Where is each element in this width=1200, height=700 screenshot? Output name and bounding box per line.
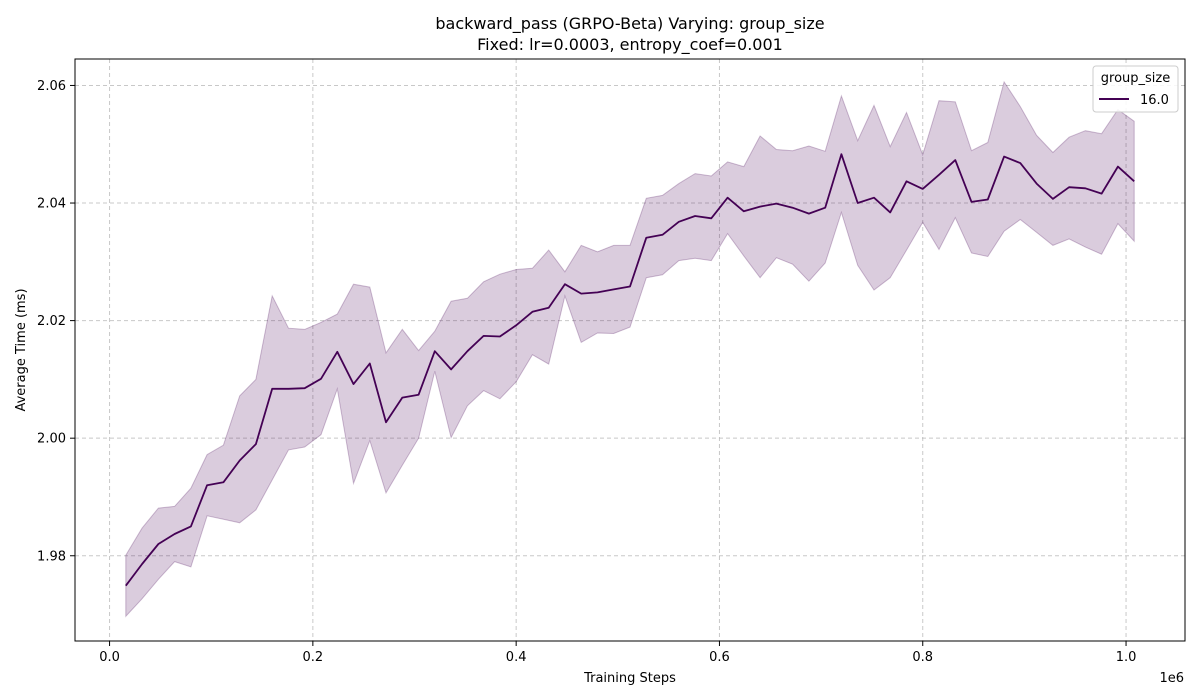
plot-area <box>75 59 1185 641</box>
confidence-band <box>125 80 1135 618</box>
legend-title: group_size <box>1101 71 1170 86</box>
y-tick-label: 1.98 <box>37 549 66 564</box>
series-line-layer <box>125 153 1135 587</box>
grid-lines <box>75 59 1185 641</box>
y-axis-label: Average Time (ms) <box>14 288 29 411</box>
legend-box <box>1092 65 1179 113</box>
series-line <box>125 153 1135 587</box>
x-tick-label: 0.6 <box>709 650 730 665</box>
x-axis-ticks: 0.0 0.2 0.4 0.6 0.8 1.0 <box>99 641 1136 665</box>
legend-entry-label: 16.0 <box>1140 93 1169 108</box>
x-tick-label: 0.0 <box>99 650 120 665</box>
x-axis-offset-label: 1e6 <box>1159 671 1184 686</box>
chart-subtitle: Fixed: lr=0.0003, entropy_coef=0.001 <box>477 35 783 55</box>
y-tick-label: 2.06 <box>37 79 66 94</box>
x-tick-label: 0.2 <box>303 650 324 665</box>
confidence-band-layer <box>125 80 1135 618</box>
legend: group_size 16.0 <box>1092 65 1179 113</box>
y-axis-ticks: 1.98 2.00 2.02 2.04 2.06 <box>37 79 75 564</box>
chart-title: backward_pass (GRPO-Beta) Varying: group… <box>435 14 824 34</box>
y-tick-label: 2.00 <box>37 432 66 447</box>
y-tick-label: 2.02 <box>37 314 66 329</box>
y-tick-label: 2.04 <box>37 197 66 212</box>
x-axis-label: Training Steps <box>583 671 676 686</box>
x-tick-label: 0.4 <box>506 650 527 665</box>
plot-frame <box>74 58 1186 642</box>
x-tick-label: 0.8 <box>912 650 933 665</box>
x-tick-label: 1.0 <box>1116 650 1137 665</box>
